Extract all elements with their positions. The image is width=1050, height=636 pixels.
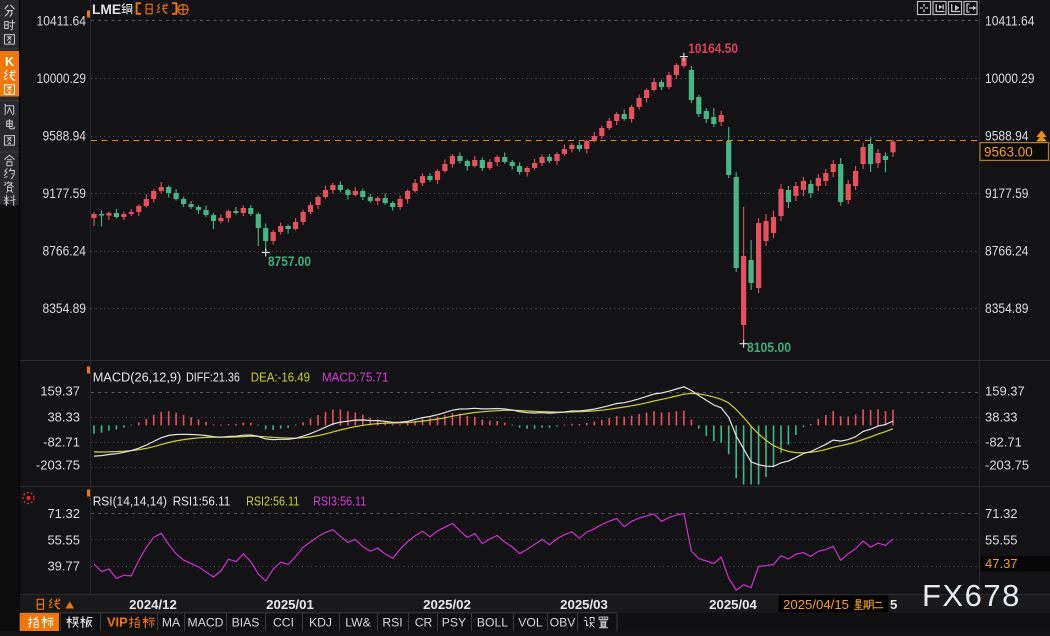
svg-text:10000.29: 10000.29	[985, 71, 1035, 86]
svg-text:LME: LME	[92, 2, 121, 17]
svg-text:38.33: 38.33	[985, 410, 1018, 425]
svg-text:5: 5	[890, 597, 897, 612]
svg-text:MA: MA	[162, 616, 181, 630]
svg-text:9588.94: 9588.94	[43, 129, 87, 144]
svg-text:2025/02: 2025/02	[423, 597, 471, 612]
svg-text:MACD:75.71: MACD:75.71	[322, 370, 388, 385]
svg-text:2025/04: 2025/04	[709, 597, 757, 612]
svg-text:VOL: VOL	[518, 616, 543, 630]
svg-text:2025/04/15: 2025/04/15	[783, 597, 849, 612]
svg-text:RSI3:56.11: RSI3:56.11	[313, 494, 366, 509]
svg-text:71.32: 71.32	[47, 506, 80, 521]
svg-text:8757.00: 8757.00	[268, 254, 311, 269]
svg-text:159.37: 159.37	[985, 384, 1025, 399]
svg-text:K: K	[5, 55, 14, 69]
svg-text:38.33: 38.33	[47, 410, 80, 425]
svg-text:KDJ: KDJ	[309, 616, 332, 630]
svg-text:71.32: 71.32	[985, 506, 1018, 521]
svg-text:9177.59: 9177.59	[43, 186, 87, 201]
svg-text:RSI: RSI	[382, 616, 402, 630]
svg-text:-82.71: -82.71	[43, 435, 80, 450]
svg-text:159.37: 159.37	[40, 384, 80, 399]
svg-text:PSY: PSY	[442, 616, 466, 630]
svg-text:8354.89: 8354.89	[43, 301, 87, 316]
svg-text:FX678: FX678	[922, 578, 1021, 613]
svg-text:10164.50: 10164.50	[688, 41, 738, 56]
svg-text:8766.24: 8766.24	[43, 244, 87, 259]
svg-text:8354.89: 8354.89	[985, 301, 1029, 316]
svg-text:8766.24: 8766.24	[985, 244, 1029, 259]
svg-text:DIFF:21.36: DIFF:21.36	[186, 370, 240, 385]
svg-text:MACD: MACD	[188, 616, 224, 630]
svg-text:-203.75: -203.75	[985, 457, 1029, 472]
svg-text:2024/12: 2024/12	[129, 597, 177, 612]
svg-text:BOLL: BOLL	[477, 616, 508, 630]
svg-text:-82.71: -82.71	[985, 435, 1022, 450]
svg-text:9563.00: 9563.00	[984, 145, 1033, 160]
svg-text:10411.64: 10411.64	[985, 14, 1035, 29]
svg-text:10000.29: 10000.29	[37, 71, 87, 86]
svg-text:OBV: OBV	[550, 616, 577, 630]
svg-text:CR: CR	[415, 616, 433, 630]
svg-text:9177.59: 9177.59	[985, 186, 1029, 201]
svg-text:CCI: CCI	[273, 616, 294, 630]
svg-text:2025/03: 2025/03	[560, 597, 608, 612]
svg-text:39.77: 39.77	[47, 559, 80, 574]
svg-text:55.55: 55.55	[985, 532, 1018, 547]
svg-text:10411.64: 10411.64	[37, 14, 87, 29]
svg-text:MACD(26,12,9): MACD(26,12,9)	[93, 370, 182, 385]
svg-text:DEA:-16.49: DEA:-16.49	[251, 370, 310, 385]
svg-text:BIAS: BIAS	[232, 616, 260, 630]
svg-text:VIP: VIP	[107, 615, 128, 630]
svg-text:55.55: 55.55	[47, 532, 80, 547]
svg-text:2025/01: 2025/01	[266, 597, 314, 612]
svg-text:RSI2:56.11: RSI2:56.11	[246, 494, 299, 509]
svg-text:8105.00: 8105.00	[747, 340, 791, 355]
svg-text:LW&: LW&	[345, 616, 371, 630]
svg-text:-203.75: -203.75	[36, 457, 80, 472]
svg-text:RSI1:56.11: RSI1:56.11	[173, 494, 231, 509]
svg-text:RSI(14,14,14): RSI(14,14,14)	[93, 494, 167, 509]
svg-text:9588.94: 9588.94	[985, 129, 1029, 144]
svg-text:47.37: 47.37	[985, 556, 1018, 571]
